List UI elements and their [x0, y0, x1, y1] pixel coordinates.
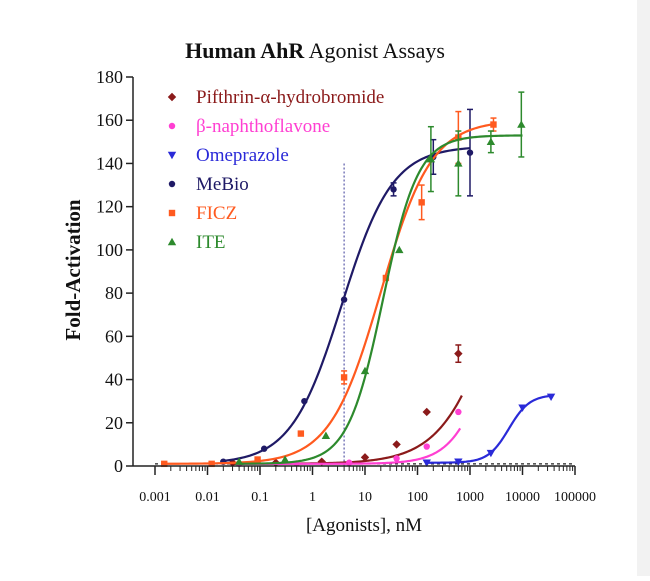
legend-marker [167, 151, 177, 160]
legend-label: FICZ [196, 203, 237, 224]
data-point [390, 186, 397, 193]
data-point [418, 199, 425, 206]
series-1 [235, 408, 462, 468]
x-tick-label: 10000 [505, 490, 540, 505]
data-point [360, 453, 370, 462]
data-point [455, 408, 462, 416]
y-tick-label: 180 [96, 67, 123, 87]
x-tick-label: 0.01 [195, 490, 220, 505]
data-point [392, 440, 401, 449]
y-tick-label: 80 [105, 283, 123, 303]
y-axis-label: Fold-Activation [61, 199, 85, 340]
data-point [490, 121, 497, 128]
data-point [297, 430, 305, 437]
data-point [301, 397, 308, 405]
data-point [208, 460, 215, 468]
x-tick-label: 100 [407, 490, 428, 505]
legend-marker [168, 209, 176, 217]
legend-label: MeBio [196, 174, 249, 195]
chart-title-bold: Human AhR [185, 38, 305, 63]
y-tick-label: 60 [105, 326, 123, 346]
data-point [466, 149, 474, 156]
legend-label: β-naphthoflavone [196, 116, 330, 137]
x-tick-label: 0.001 [139, 490, 171, 505]
x-axis-label: [Agonists], nM [306, 515, 422, 536]
y-tick-label: 140 [96, 153, 123, 173]
x-tick-label: 0.1 [251, 490, 269, 505]
data-point [234, 457, 244, 465]
legend-marker [168, 180, 176, 188]
legend-label: Pifthrin-α-hydrobromide [196, 87, 384, 108]
data-point [454, 349, 463, 358]
data-point [426, 154, 436, 163]
data-point [382, 274, 390, 282]
data-point [422, 459, 431, 467]
data-point [486, 449, 496, 458]
y-tick-label: 100 [96, 240, 123, 260]
data-point [395, 245, 404, 254]
data-point [422, 407, 431, 417]
data-point [340, 296, 348, 303]
series-5 [234, 91, 526, 465]
y-tick-label: 120 [96, 197, 123, 217]
data-point [517, 120, 526, 128]
data-point [340, 374, 348, 381]
legend-marker [167, 237, 177, 246]
data-point [454, 458, 463, 466]
series-4 [161, 110, 497, 468]
series-curve [232, 395, 463, 465]
x-tick-label: 1 [309, 490, 316, 505]
series-curve [164, 122, 496, 465]
x-tick-label: 100000 [554, 490, 596, 505]
chart-title: Human AhR Agonist Assays [185, 38, 445, 63]
data-point [321, 431, 331, 439]
y-tick-label: 20 [105, 413, 123, 433]
plot-area [155, 91, 575, 468]
x-tick-label: 10 [358, 490, 372, 505]
data-point [360, 366, 370, 375]
data-point [254, 456, 261, 463]
data-point [486, 137, 496, 146]
series-curve [426, 394, 552, 464]
y-tick-label: 0 [114, 456, 123, 476]
series-3 [220, 108, 474, 465]
data-point [518, 404, 527, 412]
series-curve [223, 147, 471, 462]
series-2 [422, 393, 556, 467]
chart-title-rest: Agonist Assays [304, 38, 445, 63]
data-point [423, 443, 430, 450]
legend-label: ITE [196, 232, 226, 253]
x-tick-label: 1000 [456, 490, 484, 505]
data-point [345, 459, 353, 466]
legend-marker [167, 92, 177, 102]
legend-marker [168, 122, 176, 130]
data-point [393, 455, 400, 462]
legend-label: Omeprazole [196, 145, 289, 166]
page-scroll-rail[interactable] [637, 0, 650, 576]
data-point [280, 455, 290, 463]
data-point [260, 445, 268, 452]
legend: Pifthrin-α-hydrobromide β-naphthoflavone O… [167, 87, 384, 253]
axes: 0 20 40 60 80 100 120 140 160 180 0.001 0.01 0.1 1 10 1… [96, 67, 596, 505]
data-point [161, 460, 168, 468]
y-tick-label: 40 [105, 370, 123, 390]
data-point [454, 159, 463, 167]
data-point [546, 393, 556, 402]
series-curve [239, 134, 523, 465]
y-tick-label: 160 [96, 110, 123, 130]
